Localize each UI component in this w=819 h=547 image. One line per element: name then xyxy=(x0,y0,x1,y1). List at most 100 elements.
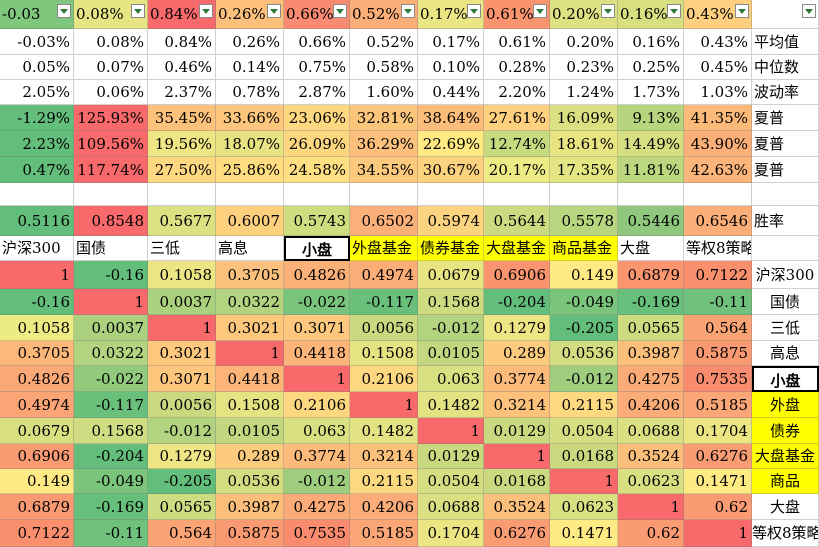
stat-value-cell[interactable]: 2.20% xyxy=(484,80,550,105)
correlation-cell[interactable]: 1 xyxy=(484,444,550,469)
correlation-cell[interactable]: 1 xyxy=(148,315,216,341)
win-rate-cell[interactable]: 0.8548 xyxy=(74,206,148,236)
correlation-cell[interactable]: 0.4826 xyxy=(0,366,74,392)
column-header-cell[interactable]: 大盘 xyxy=(618,236,684,261)
correlation-cell[interactable]: 1 xyxy=(550,469,618,494)
stat-value-cell[interactable]: 0.84% xyxy=(148,29,216,55)
correlation-cell[interactable]: 0.149 xyxy=(550,261,618,289)
win-rate-label[interactable]: 胜率 xyxy=(752,206,819,236)
filter-header-cell[interactable]: 0.17% xyxy=(418,0,484,29)
correlation-cell[interactable]: 0.0105 xyxy=(418,341,484,366)
correlation-cell[interactable]: -0.16 xyxy=(0,289,74,315)
correlation-cell[interactable]: 0.0536 xyxy=(216,469,284,494)
stat-value-cell[interactable]: 33.66% xyxy=(216,105,284,131)
correlation-cell[interactable]: 0.0129 xyxy=(484,418,550,444)
filter-dropdown-icon[interactable] xyxy=(667,4,681,18)
row-label-cell[interactable]: 商品 xyxy=(752,469,819,494)
stat-label-cell[interactable]: 波动率 xyxy=(752,80,819,105)
filter-dropdown-icon[interactable] xyxy=(802,4,816,18)
empty-cell[interactable] xyxy=(618,183,684,206)
filter-header-cell[interactable]: 0.16% xyxy=(618,0,684,29)
correlation-cell[interactable]: 0.1704 xyxy=(418,520,484,547)
correlation-cell[interactable]: 0.3214 xyxy=(350,444,418,469)
filter-dropdown-icon[interactable] xyxy=(467,4,481,18)
row-label-cell[interactable]: 大盘基金 xyxy=(752,444,819,469)
correlation-cell[interactable]: 0.3071 xyxy=(148,366,216,392)
stat-value-cell[interactable]: 0.75% xyxy=(284,55,350,80)
stat-value-cell[interactable]: 12.74% xyxy=(484,131,550,157)
correlation-cell[interactable]: 0.1279 xyxy=(484,315,550,341)
stat-value-cell[interactable]: 1.03% xyxy=(684,80,752,105)
correlation-cell[interactable]: 1 xyxy=(284,366,350,392)
correlation-cell[interactable]: 0.4418 xyxy=(216,366,284,392)
correlation-cell[interactable]: 1 xyxy=(418,418,484,444)
correlation-cell[interactable]: 0.1508 xyxy=(350,341,418,366)
correlation-cell[interactable]: 0.3524 xyxy=(484,494,550,520)
correlation-cell[interactable]: 0.4275 xyxy=(618,366,684,392)
correlation-cell[interactable]: 0.3071 xyxy=(284,315,350,341)
row-label-cell[interactable]: 外盘 xyxy=(752,392,819,418)
stat-value-cell[interactable]: 0.47% xyxy=(0,157,74,183)
win-rate-cell[interactable]: 0.5743 xyxy=(284,206,350,236)
empty-cell[interactable] xyxy=(0,183,74,206)
stat-value-cell[interactable]: 11.81% xyxy=(618,157,684,183)
stat-value-cell[interactable]: 19.56% xyxy=(148,131,216,157)
correlation-cell[interactable]: 0.1279 xyxy=(148,444,216,469)
filter-header-cell[interactable]: 0.43% xyxy=(684,0,752,29)
column-header-cell[interactable]: 外盘基金 xyxy=(350,236,418,261)
stat-value-cell[interactable]: 0.10% xyxy=(418,55,484,80)
correlation-cell[interactable]: 0.063 xyxy=(284,418,350,444)
filter-dropdown-icon[interactable] xyxy=(735,4,749,18)
correlation-cell[interactable]: 1 xyxy=(0,261,74,289)
correlation-cell[interactable]: 0.3524 xyxy=(618,444,684,469)
correlation-cell[interactable]: 0.2106 xyxy=(350,366,418,392)
stat-value-cell[interactable]: 0.16% xyxy=(618,29,684,55)
correlation-cell[interactable]: -0.012 xyxy=(418,315,484,341)
stat-value-cell[interactable]: 26.09% xyxy=(284,131,350,157)
correlation-cell[interactable]: 0.0688 xyxy=(418,494,484,520)
filter-dropdown-icon[interactable] xyxy=(601,4,615,18)
correlation-cell[interactable]: 0.0056 xyxy=(350,315,418,341)
correlation-cell[interactable]: 1 xyxy=(684,520,752,547)
correlation-cell[interactable]: 0.3774 xyxy=(484,366,550,392)
correlation-cell[interactable]: 0.3021 xyxy=(216,315,284,341)
empty-cell[interactable] xyxy=(284,183,350,206)
stat-value-cell[interactable]: 36.29% xyxy=(350,131,418,157)
filter-header-cell[interactable]: 0.26% xyxy=(216,0,284,29)
correlation-cell[interactable]: 0.289 xyxy=(216,444,284,469)
filter-header-cell[interactable]: -0.03 xyxy=(0,0,74,29)
correlation-cell[interactable]: 0.564 xyxy=(684,315,752,341)
stat-value-cell[interactable]: 18.07% xyxy=(216,131,284,157)
stat-value-cell[interactable]: 38.64% xyxy=(418,105,484,131)
win-rate-cell[interactable]: 0.6007 xyxy=(216,206,284,236)
filter-dropdown-icon[interactable] xyxy=(533,4,547,18)
column-header-cell[interactable]: 小盘 xyxy=(284,236,350,261)
correlation-cell[interactable]: 0.6879 xyxy=(0,494,74,520)
correlation-cell[interactable]: 0.6906 xyxy=(484,261,550,289)
correlation-cell[interactable]: -0.205 xyxy=(148,469,216,494)
correlation-cell[interactable]: 0.4826 xyxy=(284,261,350,289)
correlation-cell[interactable]: -0.204 xyxy=(484,289,550,315)
filter-header-cell[interactable]: 0.20% xyxy=(550,0,618,29)
win-rate-cell[interactable]: 0.5677 xyxy=(148,206,216,236)
stat-value-cell[interactable]: 0.45% xyxy=(684,55,752,80)
filter-header-cell[interactable]: 0.52% xyxy=(350,0,418,29)
stat-value-cell[interactable]: 0.08% xyxy=(74,29,148,55)
filter-dropdown-icon[interactable] xyxy=(199,4,213,18)
correlation-cell[interactable]: -0.169 xyxy=(618,289,684,315)
correlation-cell[interactable]: 0.063 xyxy=(418,366,484,392)
correlation-cell[interactable]: 0.1058 xyxy=(148,261,216,289)
correlation-cell[interactable]: 0.1508 xyxy=(216,392,284,418)
correlation-cell[interactable]: 0.3987 xyxy=(618,341,684,366)
correlation-cell[interactable]: 1 xyxy=(74,289,148,315)
filter-dropdown-icon[interactable] xyxy=(131,4,145,18)
filter-dropdown-icon[interactable] xyxy=(267,4,281,18)
correlation-cell[interactable]: 0.7122 xyxy=(0,520,74,547)
correlation-cell[interactable]: 0.4206 xyxy=(350,494,418,520)
stat-value-cell[interactable]: 2.23% xyxy=(0,131,74,157)
win-rate-cell[interactable]: 0.5446 xyxy=(618,206,684,236)
correlation-cell[interactable]: 0.3705 xyxy=(0,341,74,366)
correlation-cell[interactable]: -0.117 xyxy=(74,392,148,418)
stat-value-cell[interactable]: 27.50% xyxy=(148,157,216,183)
